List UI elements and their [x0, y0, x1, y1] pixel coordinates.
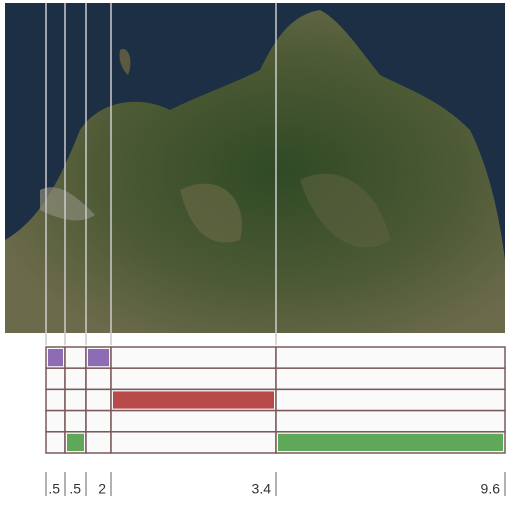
satellite-image [5, 3, 505, 345]
segment-label: .5 [48, 481, 60, 497]
segment-label: 3.4 [252, 481, 272, 497]
cell-fill [48, 349, 63, 366]
segment-label: 2 [98, 481, 106, 497]
empty-cell [46, 389, 65, 410]
cell-fill [88, 349, 109, 366]
empty-cell [86, 411, 111, 432]
empty-cell [65, 411, 86, 432]
empty-cell [86, 368, 111, 389]
empty-cell [65, 347, 86, 368]
cell-fill [67, 434, 84, 451]
empty-cell [46, 411, 65, 432]
empty-cell [111, 368, 276, 389]
empty-cell [276, 389, 505, 410]
empty-cell [46, 432, 65, 453]
empty-cell [276, 347, 505, 368]
empty-cell [276, 368, 505, 389]
scale: .5 .5 2 3.4 9.6 [46, 472, 505, 497]
empty-cell [111, 432, 276, 453]
segment-label: 9.6 [481, 481, 501, 497]
segment-grid [46, 347, 505, 453]
empty-cell [86, 432, 111, 453]
empty-cell [65, 389, 86, 410]
empty-cell [111, 347, 276, 368]
page: .5 .5 2 3.4 9.6 [0, 0, 509, 507]
cell-fill [113, 391, 274, 408]
empty-cell [65, 368, 86, 389]
empty-cell [46, 368, 65, 389]
segment-label: .5 [69, 481, 81, 497]
cell-fill [278, 434, 503, 451]
empty-cell [86, 389, 111, 410]
empty-cell [276, 411, 505, 432]
empty-cell [111, 411, 276, 432]
